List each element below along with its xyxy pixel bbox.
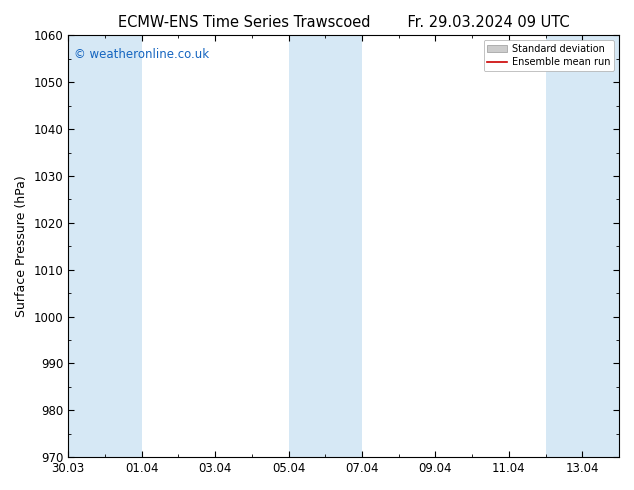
Title: ECMW-ENS Time Series Trawscoed        Fr. 29.03.2024 09 UTC: ECMW-ENS Time Series Trawscoed Fr. 29.03… xyxy=(118,15,569,30)
Bar xyxy=(288,35,362,457)
Bar xyxy=(545,35,619,457)
Legend: Standard deviation, Ensemble mean run: Standard deviation, Ensemble mean run xyxy=(484,40,614,71)
Text: © weatheronline.co.uk: © weatheronline.co.uk xyxy=(74,48,209,61)
Bar xyxy=(68,35,141,457)
Y-axis label: Surface Pressure (hPa): Surface Pressure (hPa) xyxy=(15,175,28,317)
